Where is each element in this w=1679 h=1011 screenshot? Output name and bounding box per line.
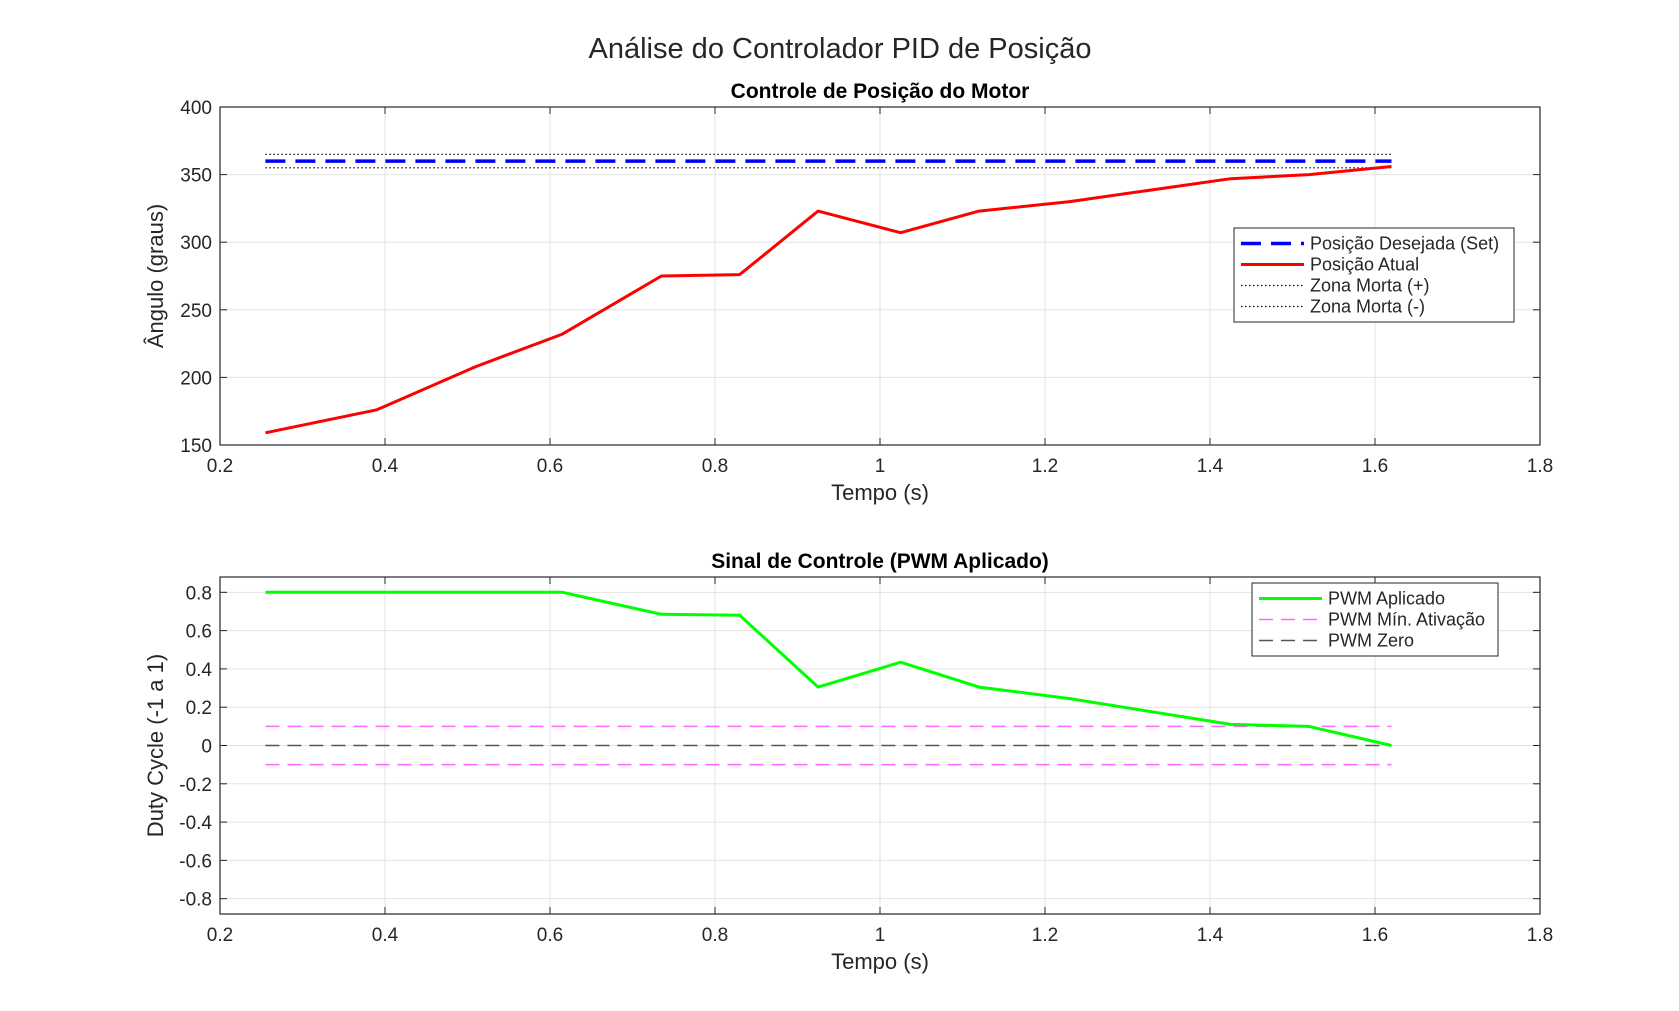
legend-label-2: Zona Morta (+): [1310, 276, 1430, 296]
x-tick-label: 0.6: [537, 456, 563, 477]
x-tick-label: 0.2: [207, 456, 233, 477]
x-tick-label: 1: [875, 456, 886, 477]
y-tick-label: 250: [180, 301, 212, 322]
series-line-1: [265, 165, 1392, 435]
y-tick-label: 150: [180, 436, 212, 457]
figure-title: Análise do Controlador PID de Posição: [589, 33, 1092, 65]
x-tick-label: 1: [875, 925, 886, 946]
y-axis-label: Duty Cycle (-1 a 1): [143, 654, 168, 837]
y-tick-label: 300: [180, 233, 212, 254]
x-tick-label: 1.8: [1527, 925, 1553, 946]
legend-label-1: PWM Mín. Ativação: [1328, 610, 1485, 630]
legend-label-2: PWM Zero: [1328, 631, 1414, 651]
x-tick-label: 0.2: [207, 925, 233, 946]
axes-frame: [219, 106, 1541, 446]
x-tick-label: 1.4: [1197, 456, 1224, 477]
y-tick-label: -0.8: [179, 890, 212, 911]
y-tick-label: 0.8: [186, 583, 212, 604]
x-tick-label: 1.6: [1362, 456, 1388, 477]
y-tick-label: 0: [201, 737, 212, 758]
y-tick-label: 200: [180, 368, 212, 389]
legend-label-0: Posição Desejada (Set): [1310, 234, 1499, 254]
x-tick-label: 0.6: [537, 925, 563, 946]
legend-label-1: Posição Atual: [1310, 255, 1419, 275]
x-tick-label: 0.8: [702, 925, 728, 946]
y-tick-label: -0.6: [179, 851, 212, 872]
x-tick-label: 1.2: [1032, 925, 1058, 946]
position-plot: 0.2 0.4 0.6 0.8 1 1.2 1.4 1.6 1.8 150 200 250 300 350…: [143, 80, 1553, 505]
x-tick-label: 0.4: [372, 456, 399, 477]
plot-title: Sinal de Controle (PWM Aplicado): [711, 550, 1049, 573]
x-tick-label: 1.6: [1362, 925, 1388, 946]
x-tick-label: 0.4: [372, 925, 399, 946]
legend-label-0: PWM Aplicado: [1328, 589, 1445, 609]
x-axis-label: Tempo (s): [831, 949, 929, 974]
x-tick-label: 1.8: [1527, 456, 1553, 477]
x-tick-label: 0.8: [702, 456, 728, 477]
plot-title: Controle de Posição do Motor: [731, 80, 1030, 103]
y-tick-label: 350: [180, 166, 212, 187]
y-tick-label: -0.4: [179, 813, 212, 834]
series-line-0: [265, 590, 1392, 747]
axes-frame: [219, 576, 1541, 915]
pwm-plot: 0.2 0.4 0.6 0.8 1 1.2 1.4 1.6 1.8 0.8 0.6 0.4 0.2 0 -0…: [143, 550, 1553, 974]
y-axis-label: Ângulo (graus): [143, 204, 168, 348]
y-tick-label: -0.2: [179, 775, 212, 796]
y-tick-label: 400: [180, 98, 212, 119]
legend: Posição Desejada (Set)Posição AtualZona …: [1233, 227, 1515, 323]
legend-label-3: Zona Morta (-): [1310, 297, 1425, 317]
y-tick-label: 0.6: [186, 622, 212, 643]
x-axis-label: Tempo (s): [831, 480, 929, 505]
y-tick-label: 0.2: [186, 698, 212, 719]
x-tick-label: 1.2: [1032, 456, 1058, 477]
x-tick-label: 1.4: [1197, 925, 1224, 946]
y-tick-label: 0.4: [186, 660, 213, 681]
